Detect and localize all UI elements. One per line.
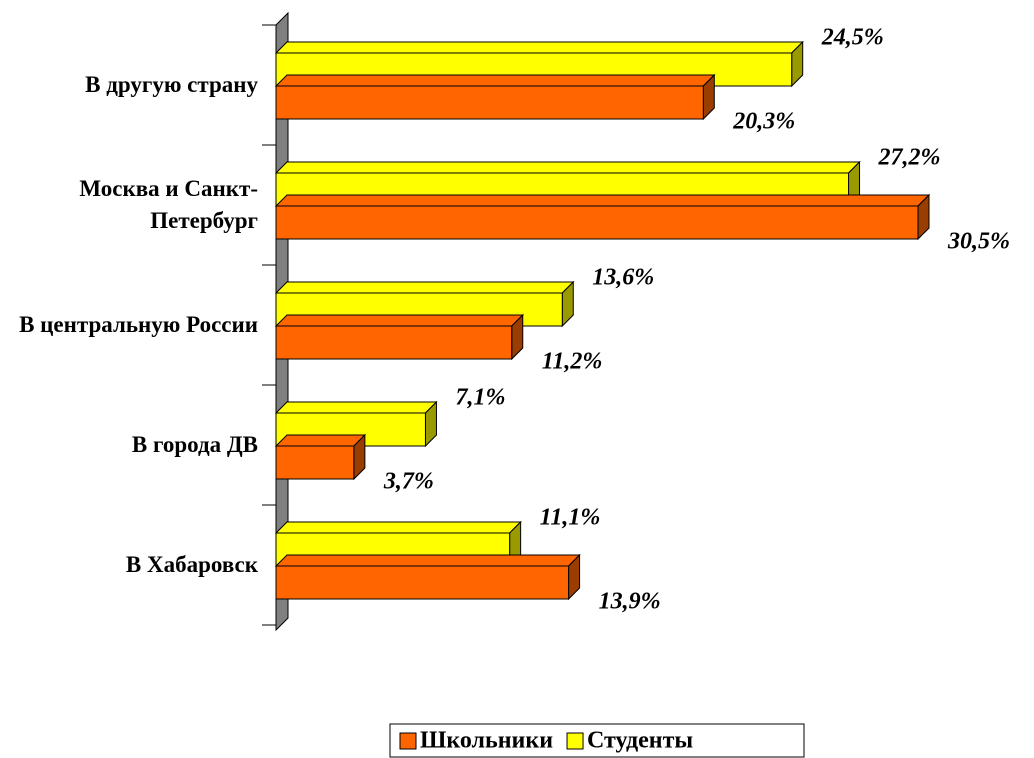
legend-swatch: [399, 732, 417, 750]
category-label: Москва и Санкт-Петербург: [79, 176, 258, 233]
bar-top: [274, 521, 522, 534]
bar-top: [274, 74, 716, 87]
bar: [275, 445, 355, 480]
legend-box: [389, 723, 805, 758]
legend-label: Школьники: [420, 728, 553, 754]
value-label: 27,2%: [878, 145, 941, 171]
bar-top: [274, 314, 524, 327]
bar-top: [274, 281, 575, 294]
legend-label: Студенты: [587, 728, 693, 754]
bar: [275, 565, 570, 600]
value-label: 11,2%: [542, 349, 603, 375]
category-label: В другую страну: [85, 72, 258, 97]
bar-top: [274, 554, 581, 567]
value-label: 3,7%: [383, 469, 434, 495]
value-label: 30,5%: [947, 229, 1010, 255]
value-label: 24,5%: [821, 25, 884, 51]
value-label: 7,1%: [455, 385, 505, 411]
legend-swatch: [566, 732, 584, 750]
category-label: В центральную России: [19, 312, 258, 337]
value-label: 20,3%: [732, 109, 795, 135]
bar-top: [274, 161, 861, 174]
bar-top: [274, 401, 438, 414]
bar-top: [274, 434, 367, 447]
bar: [275, 325, 513, 360]
bar-top: [274, 194, 931, 207]
value-label: 13,9%: [599, 589, 661, 615]
value-label: 13,6%: [592, 265, 654, 291]
value-label: 11,1%: [540, 505, 601, 531]
bar: [275, 85, 704, 120]
category-label: В города ДВ: [131, 432, 258, 457]
bar: [275, 205, 919, 240]
bar-top: [274, 41, 804, 54]
category-label: В Хабаровск: [125, 552, 258, 577]
